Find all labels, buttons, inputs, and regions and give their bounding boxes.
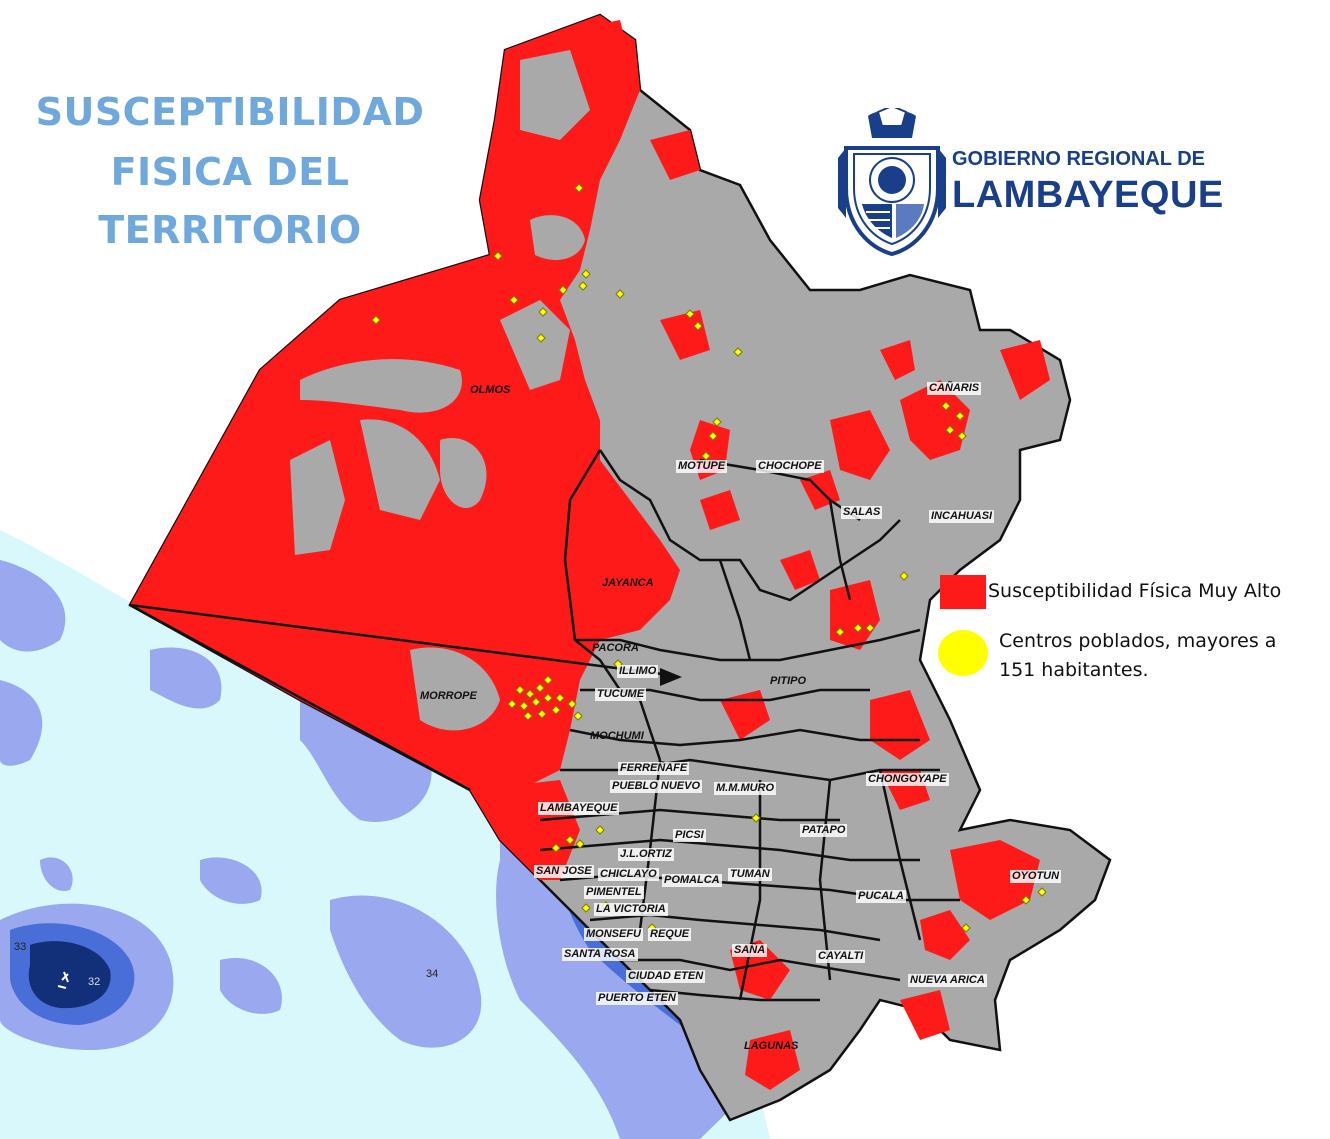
place-label-chochope: CHOCHOPE (756, 460, 824, 473)
place-label-pucala: PUCALA (856, 890, 906, 903)
place-label-tuman: TUMAN (728, 868, 772, 881)
place-label-ferrenafe: FERREÑAFE (618, 762, 690, 775)
map-title-line-3: TERRITORIO (98, 208, 362, 252)
place-label-nueva-arica: NUEVA ARICA (908, 974, 987, 987)
depth-label-34: 34 (426, 968, 439, 980)
place-label-jayanca: JAYANCA (602, 577, 654, 589)
place-label-pomalca: POMALCA (662, 874, 722, 887)
depth-label-32: 32 (88, 976, 101, 988)
legend-towns-label-line-2: 151 habitantes. (999, 659, 1149, 681)
place-label-santa-rosa: SANTA ROSA (562, 948, 638, 961)
place-label-chiclayo: CHICLAYO (598, 868, 659, 881)
place-label-chongoyape: CHONGOYAPE (866, 773, 949, 786)
place-label-oyotun: OYOTUN (1010, 870, 1062, 883)
place-label-san-jose: SAN JOSE (534, 865, 594, 878)
place-label-pimentel: PIMENTEL (584, 886, 644, 899)
place-label-ciudad-eten: CIUDAD ETEN (626, 970, 706, 983)
place-label-reque: REQUE (648, 928, 692, 941)
coat-of-arms-icon (838, 108, 946, 257)
place-label-cayalti: CAYALTI (816, 950, 866, 963)
place-label-pitipo: PITIPO (770, 675, 807, 687)
place-label-picsi: PICSI (673, 829, 706, 842)
depth-label-33: 33 (14, 941, 27, 953)
place-label-mm-muro: M.M.MURO (714, 782, 777, 795)
place-label-puerto-eten: PUERTO ETEN (596, 992, 678, 1005)
terrain-inclusions (290, 50, 590, 731)
district-boundaries (129, 449, 960, 1002)
place-label-pacora: PACORA (592, 642, 639, 654)
red-square-icon (940, 575, 986, 609)
legend-towns-label-line-1: Centros poblados, mayores a (999, 630, 1277, 652)
place-label-mochumi: MOCHUMI (590, 730, 644, 742)
place-label-la-victoria: LA VICTORIA (594, 903, 668, 916)
place-label-pueblo-nuevo: PUEBLO NUEVO (610, 780, 703, 793)
place-label-canaris: CAÑARIS (927, 382, 982, 395)
place-label-lambayeque: LAMBAYEQUE (538, 802, 620, 815)
place-label-morrope: MORROPE (420, 690, 477, 702)
depth-marker-ticks (57, 971, 69, 989)
place-label-monsefu: MONSEFU (584, 928, 643, 941)
map-title-line-1: SUSCEPTIBILIDAD (35, 90, 425, 134)
map-title-line-2: FISICA DEL (110, 150, 350, 194)
arrow-icon (129, 603, 682, 686)
place-label-motupe: MOTUPE (676, 460, 728, 473)
logo-text-line-1: GOBIERNO REGIONAL DE (952, 148, 1205, 170)
place-label-incahuasi: INCAHUASI (929, 510, 995, 523)
place-label-olmos: OLMOS (470, 384, 511, 396)
place-label-illimo: ILLIMO (617, 665, 659, 678)
place-label-tucume: TUCUME (595, 688, 647, 701)
place-label-lagunas: LAGUNAS (744, 1040, 799, 1052)
legend-high-susceptibility-label: Susceptibilidad Física Muy Alto (988, 580, 1282, 602)
place-label-patapo: PATAPO (800, 824, 848, 837)
town-markers (371, 183, 1047, 933)
logo-text-line-2: LAMBAYEQUE (952, 174, 1224, 216)
yellow-circle-icon (938, 630, 988, 676)
place-label-salas: SALAS (841, 506, 883, 519)
place-label-zana: SAÑA (732, 944, 768, 957)
place-label-jl-ortiz: J.L.ORTIZ (618, 848, 674, 861)
